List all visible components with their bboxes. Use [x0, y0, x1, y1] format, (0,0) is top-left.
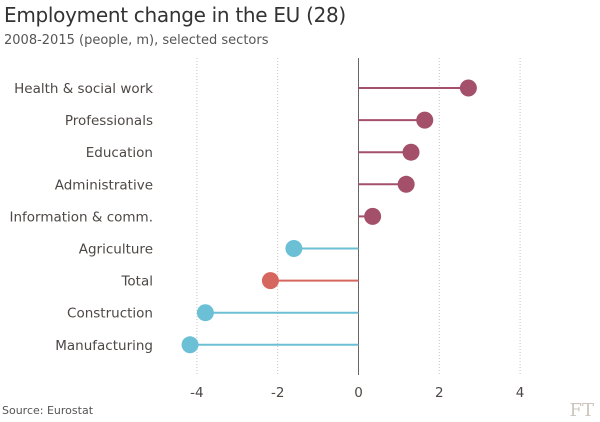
- category-label: Information & comm.: [9, 209, 153, 225]
- source-note: Source: Eurostat: [2, 404, 94, 417]
- lollipop-point: [196, 304, 214, 322]
- lollipop-point: [416, 111, 434, 129]
- chart-subtitle: 2008-2015 (people, m), selected sectors: [4, 33, 269, 48]
- x-tick-label: -2: [271, 385, 284, 401]
- category-label: Administrative: [55, 177, 153, 193]
- lollipop-point: [285, 240, 303, 257]
- lollipop-point: [364, 207, 382, 225]
- lollipop-point: [397, 175, 415, 193]
- category-label: Manufacturing: [55, 338, 153, 354]
- category-label: Education: [86, 145, 153, 161]
- chart-title: Employment change in the EU (28): [4, 3, 346, 27]
- x-tick-label: 2: [435, 385, 444, 401]
- category-label: Professionals: [65, 113, 153, 129]
- lollipop-point: [181, 336, 199, 354]
- x-tick-label: 4: [516, 385, 525, 401]
- category-label: Agriculture: [79, 242, 153, 258]
- x-tick-label: 0: [354, 385, 363, 401]
- category-label: Total: [120, 274, 153, 290]
- ft-logo: FT: [569, 400, 595, 421]
- lollipop-point: [459, 79, 477, 97]
- lollipop-point: [261, 272, 279, 290]
- category-label: Construction: [67, 306, 153, 322]
- category-label: Health & social work: [14, 81, 153, 97]
- x-tick-label: -4: [190, 385, 203, 401]
- lollipop-point: [402, 143, 420, 161]
